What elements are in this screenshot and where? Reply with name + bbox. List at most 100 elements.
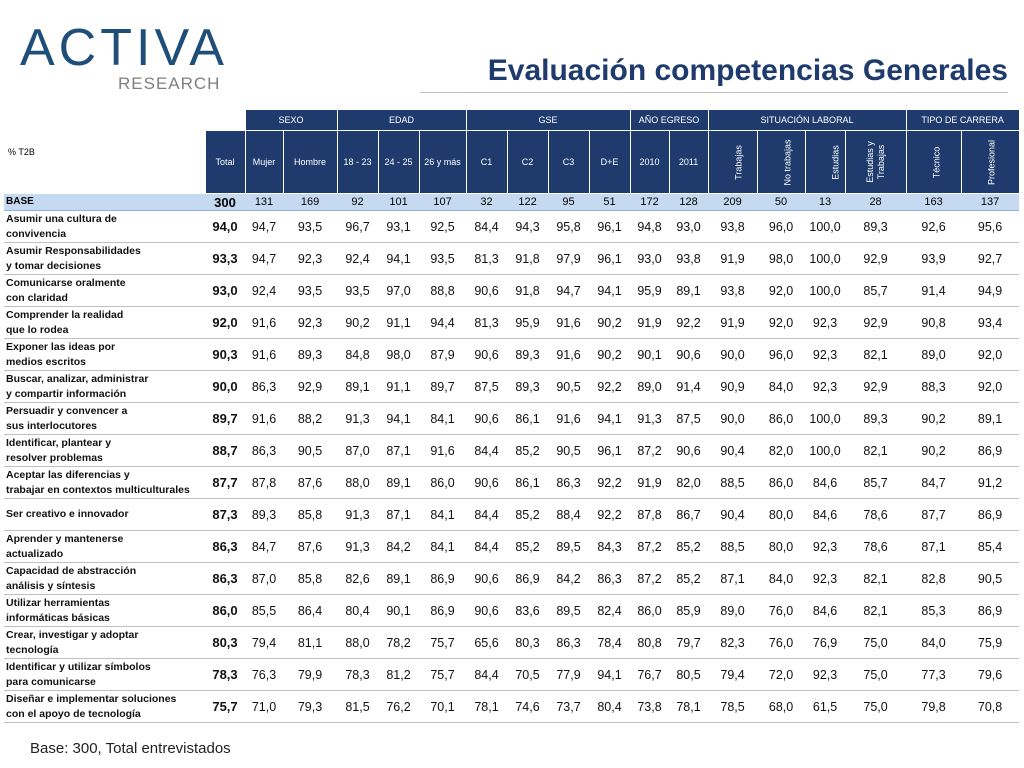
cell: 94,7	[245, 242, 283, 275]
results-table: % T2B SEXO EDAD GSE AÑO EGRESO SITUACIÓN LABO…	[4, 110, 1020, 723]
cell: 79,4	[708, 658, 758, 691]
cell: 92,2	[589, 498, 631, 531]
cell: 89,1	[961, 402, 1020, 435]
cell: 93,8	[669, 242, 709, 275]
cell: 91,6	[245, 306, 283, 339]
cell: 92,9	[283, 370, 338, 403]
cell: 80,0	[757, 530, 806, 563]
cell: 84,6	[805, 498, 846, 531]
cell: 91,6	[548, 338, 590, 371]
cell: 85,2	[507, 530, 549, 563]
cell: 94,1	[589, 402, 631, 435]
cell: 76,9	[805, 626, 846, 659]
cell: 87,5	[466, 370, 508, 403]
cell: 100,0	[805, 242, 846, 275]
cell: 91,3	[630, 402, 670, 435]
data-row: Exponer las ideas por medios escritos 90,…	[4, 338, 1020, 371]
cell: 76,0	[757, 594, 806, 627]
cell: 87,6	[283, 466, 338, 499]
cell: 90,0	[205, 370, 245, 403]
cell: 91,6	[245, 402, 283, 435]
cell: 87,1	[906, 530, 962, 563]
data-row: Aceptar las diferencias y trabajar en co…	[4, 466, 1020, 499]
cell: 92,3	[283, 306, 338, 339]
cell: 70,5	[507, 658, 549, 691]
group-header-row: % T2B SEXO EDAD GSE AÑO EGRESO SITUACIÓN LABO…	[4, 110, 1020, 157]
cell: 88,4	[548, 498, 590, 531]
cell: 88,5	[708, 530, 758, 563]
row-label: Persuadir y convencer a sus interlocutor…	[4, 402, 205, 435]
cell: 77,3	[906, 658, 962, 691]
cell: 92,3	[805, 562, 846, 595]
cell: 94,9	[961, 274, 1020, 307]
data-row: Persuadir y convencer a sus interlocutor…	[4, 402, 1020, 435]
cell: 92,3	[805, 658, 846, 691]
column-header: Hombre	[282, 130, 338, 194]
cell: 89,3	[845, 210, 907, 243]
cell: 94,8	[630, 210, 670, 243]
cell: 85,3	[906, 594, 962, 627]
cell: 93,0	[669, 210, 709, 243]
cell: 90,4	[708, 434, 758, 467]
cell: 86,9	[961, 594, 1020, 627]
data-row: Utilizar herramientas informáticas básic…	[4, 594, 1020, 627]
column-header: Técnico	[905, 130, 962, 194]
cell: 87,7	[906, 498, 962, 531]
cell: 81,3	[466, 242, 508, 275]
cell: 28	[845, 193, 907, 211]
cell: 87,0	[245, 562, 283, 595]
cell: 91,6	[548, 306, 590, 339]
cell: 81,5	[337, 690, 379, 723]
cell: 92,9	[845, 242, 907, 275]
cell: 93,3	[205, 242, 245, 275]
cell: 87,2	[630, 562, 670, 595]
cell: 89,1	[378, 562, 420, 595]
cell: 80,4	[589, 690, 631, 723]
cell: 91,8	[507, 242, 549, 275]
cell: 91,9	[630, 466, 670, 499]
cell: 91,1	[378, 370, 420, 403]
cell: 89,3	[507, 338, 549, 371]
cell: 92,6	[906, 210, 962, 243]
cell: 100,0	[805, 402, 846, 435]
group-header: AÑO EGRESO	[629, 110, 709, 131]
cell: 92,9	[845, 370, 907, 403]
cell: 87,3	[205, 498, 245, 531]
cell: 128	[669, 193, 709, 211]
cell: 80,3	[507, 626, 549, 659]
row-label: BASE	[4, 193, 205, 211]
cell: 97,9	[548, 242, 590, 275]
cell: 32	[466, 193, 508, 211]
cell: 172	[630, 193, 670, 211]
cell: 137	[961, 193, 1020, 211]
cell: 90,2	[589, 306, 631, 339]
logo: ACTIVA RESEARCH	[20, 14, 224, 114]
cell: 79,9	[283, 658, 338, 691]
row-label: Aprender y mantenerse actualizado	[4, 530, 205, 563]
cell: 91,3	[337, 530, 379, 563]
cell: 87,6	[283, 530, 338, 563]
cell: 76,3	[245, 658, 283, 691]
cell: 94,1	[589, 274, 631, 307]
cell: 92,3	[805, 306, 846, 339]
row-label: Comprender la realidad que lo rodea	[4, 306, 205, 339]
cell: 90,6	[466, 562, 508, 595]
data-row: Buscar, analizar, administrar y comparti…	[4, 370, 1020, 403]
cell: 91,2	[961, 466, 1020, 499]
cell: 93,5	[337, 274, 379, 307]
cell: 90,5	[548, 370, 590, 403]
cell: 88,0	[337, 626, 379, 659]
cell: 93,1	[378, 210, 420, 243]
cell: 92,0	[961, 338, 1020, 371]
column-header: Trabajas	[707, 130, 758, 194]
cell: 84,6	[805, 594, 846, 627]
cell: 87,2	[630, 434, 670, 467]
cell: 65,6	[466, 626, 508, 659]
cell: 86,0	[205, 594, 245, 627]
cell: 86,4	[283, 594, 338, 627]
cell: 87,7	[205, 466, 245, 499]
cell: 90,6	[669, 338, 709, 371]
cell: 84,2	[548, 562, 590, 595]
cell: 98,0	[378, 338, 420, 371]
column-header: Mujer	[244, 130, 284, 194]
